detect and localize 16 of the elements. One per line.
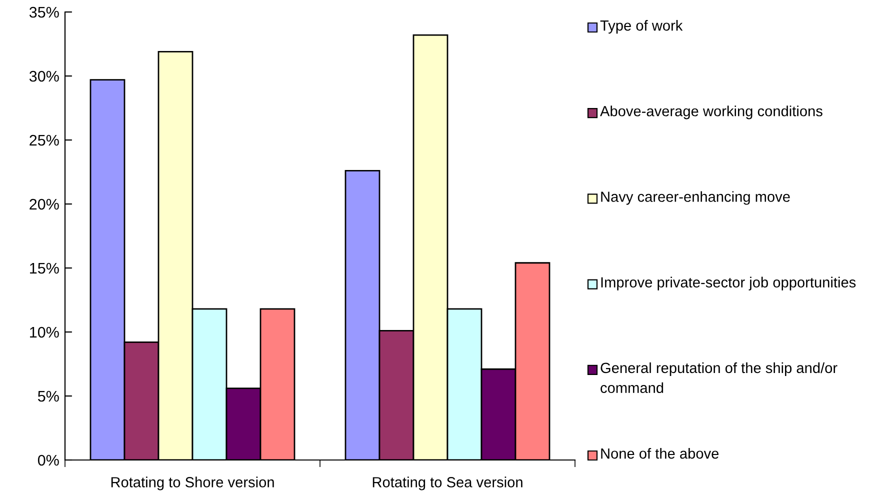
y-tick-label: 30% (29, 70, 59, 82)
y-tick-label: 35% (29, 6, 59, 18)
y-tick-label: 20% (30, 198, 59, 210)
x-tick-label: Rotating to Shore version (111, 476, 274, 490)
legend-label: Improve private-sector job opportunities (601, 276, 856, 290)
legend-label: Above-average working conditions (600, 106, 822, 120)
y-tick-label: 25% (30, 134, 59, 146)
x-tick-label: Rotating to Sea version (372, 476, 522, 490)
y-tick-label: 15% (30, 262, 59, 274)
legend-label: Type of work (600, 20, 683, 34)
y-tick-label: 10% (30, 326, 59, 338)
legend-label: Navy career-enhancing move (601, 191, 790, 205)
legend-label: None of the above (601, 448, 719, 459)
y-tick-label: 0% (38, 454, 59, 466)
y-tick-label: 5% (38, 390, 59, 402)
legend-label: General reputation of the ship and/or command (600, 362, 838, 394)
